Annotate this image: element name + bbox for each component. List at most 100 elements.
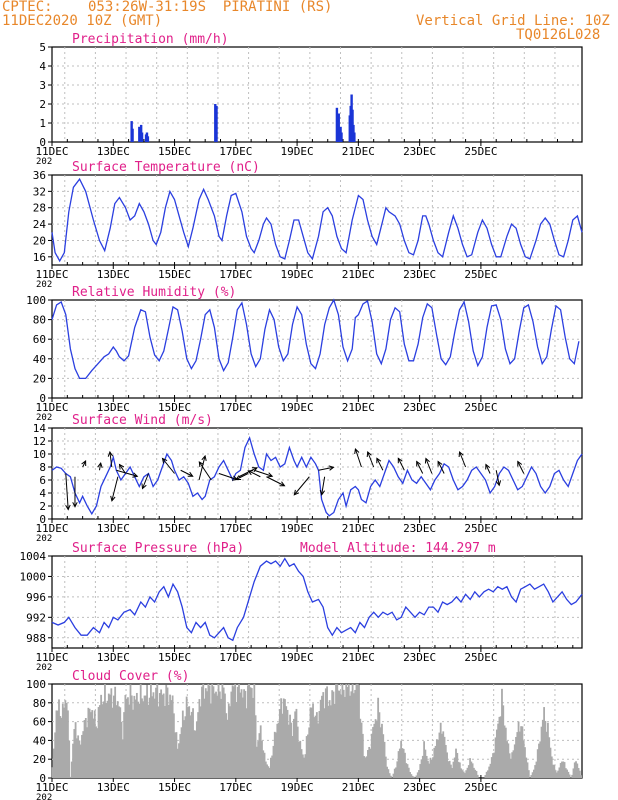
cloud-bar xyxy=(211,684,214,778)
wind-arrow-head xyxy=(65,504,71,511)
cloud-bar xyxy=(97,707,100,778)
wind-arrow xyxy=(218,473,238,480)
x-tick-label: 23DEC xyxy=(403,651,436,664)
y-tick-label: 4 xyxy=(39,60,46,73)
cloud-bar xyxy=(521,726,524,778)
x-tick-label: 17DEC xyxy=(219,401,252,414)
x-tick-label: 15DEC xyxy=(158,522,191,535)
cloud-bar xyxy=(116,701,119,778)
cloud-bar xyxy=(421,755,424,778)
wind-arrow-head xyxy=(437,460,443,467)
cloud-bar xyxy=(86,727,88,778)
y-tick-label: 20 xyxy=(33,234,46,247)
cloud-bar xyxy=(295,708,298,778)
cloud-bar xyxy=(147,704,150,778)
y-tick-label: 60 xyxy=(33,716,46,729)
cloud-bar xyxy=(349,695,351,778)
cloud-bar xyxy=(216,695,219,778)
wind-arrow xyxy=(109,451,113,468)
cloud-bar xyxy=(270,757,272,778)
cloud-bar xyxy=(457,761,460,778)
y-tick-label: 0 xyxy=(39,772,46,785)
cloud-bar xyxy=(170,700,173,778)
cloud-bar xyxy=(511,752,514,778)
cloud-bar xyxy=(146,684,148,778)
wind-arrow xyxy=(119,464,126,474)
cloud-bar xyxy=(381,723,383,778)
cloud-bar xyxy=(360,722,363,778)
y-tick-label: 60 xyxy=(33,333,46,346)
cloud-bar xyxy=(195,721,198,778)
x-tick-label: 25DEC xyxy=(464,145,497,158)
series-line-pres xyxy=(51,557,583,642)
cloud-bar xyxy=(434,745,437,778)
cloud-bar xyxy=(416,772,419,778)
x-year-fragment: 202 xyxy=(36,280,52,290)
cloud-bar xyxy=(539,741,542,778)
cloud-bar xyxy=(79,744,82,778)
cloud-bar xyxy=(476,774,479,778)
y-tick-label: 14 xyxy=(33,422,47,435)
cloud-bar xyxy=(337,690,340,778)
cloud-bar xyxy=(377,697,380,778)
cloud-bar xyxy=(133,695,136,778)
wind-arrow-head xyxy=(110,495,116,502)
panel-pres: 988 992 996 1000 1004 11DEC 13DEC 15DEC 17DEC 19D… xyxy=(20,541,583,673)
cloud-bar xyxy=(513,744,516,778)
cloud-bar xyxy=(324,688,327,778)
cloud-bar xyxy=(72,743,74,778)
x-tick-label: 17DEC xyxy=(219,522,252,535)
cloud-bar xyxy=(464,773,466,778)
cloud-bar xyxy=(328,700,331,778)
cloud-bar xyxy=(350,691,353,778)
cloud-bar xyxy=(165,684,168,778)
panel-title-precip: Precipitation (mm/h) xyxy=(72,32,229,47)
cloud-bar xyxy=(63,707,66,778)
cloud-bar xyxy=(190,711,193,778)
x-tick-label: 17DEC xyxy=(219,268,252,281)
cloud-bar xyxy=(222,687,225,778)
wind-arrow xyxy=(116,469,138,477)
y-tick-label: 100 xyxy=(26,294,46,307)
wind-arrow xyxy=(459,451,467,468)
cloud-bar xyxy=(525,757,528,778)
cloud-bar xyxy=(386,766,388,778)
cloud-bar xyxy=(280,698,283,778)
cloud-bar xyxy=(110,688,113,778)
cloud-bar xyxy=(458,762,461,778)
cloud-bar xyxy=(462,771,465,778)
cloud-bar xyxy=(229,706,231,778)
cloud-bar xyxy=(577,768,580,778)
cloud-bar xyxy=(398,748,401,778)
x-tick-label: 15DEC xyxy=(158,651,191,664)
wind-arrow xyxy=(293,476,310,496)
cloud-bar xyxy=(516,732,519,778)
wind-arrow-head xyxy=(267,472,274,478)
x-tick-label: 19DEC xyxy=(281,268,314,281)
cloud-bar xyxy=(393,768,396,778)
cloud-bar xyxy=(447,761,450,778)
wind-arrow xyxy=(495,470,500,486)
wind-arrow xyxy=(235,473,249,480)
cloud-bar xyxy=(502,705,505,778)
cloud-bar xyxy=(129,684,132,778)
cloud-bar xyxy=(314,715,317,778)
cloud-bar xyxy=(405,763,408,778)
cloud-bar xyxy=(466,767,469,778)
wind-arrow xyxy=(416,461,424,474)
cloud-bar xyxy=(225,713,228,778)
cloud-bar xyxy=(438,732,441,778)
cloud-bar xyxy=(52,748,55,778)
cloud-bar xyxy=(153,698,156,778)
wind-arrow xyxy=(111,476,119,501)
cloud-bar xyxy=(284,699,286,778)
cloud-bar xyxy=(369,748,372,778)
cloud-bar xyxy=(344,696,346,778)
cloud-bar xyxy=(275,732,277,778)
cloud-bar xyxy=(498,716,501,778)
panel-title-rh: Relative Humidity (%) xyxy=(72,285,236,300)
x-year-fragment: 202 xyxy=(36,534,52,544)
x-tick-label: 17DEC xyxy=(219,781,252,794)
cloud-bar xyxy=(340,694,343,778)
